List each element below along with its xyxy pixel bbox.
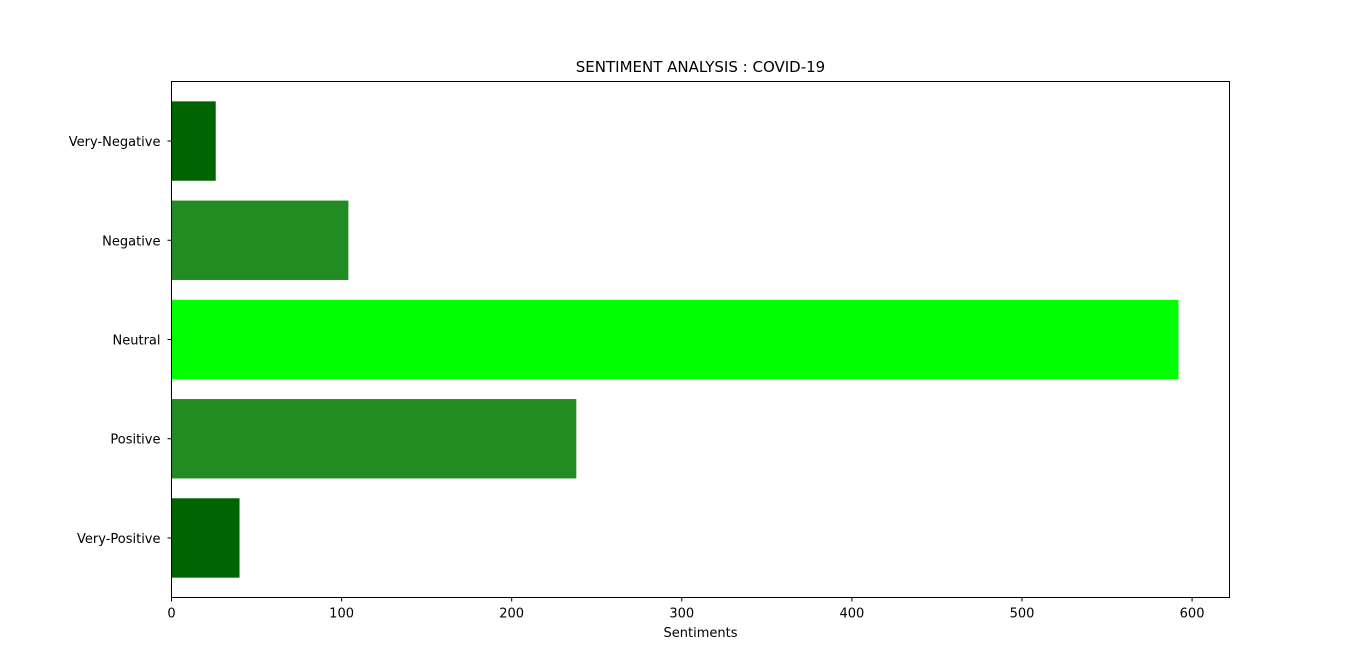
bar-negative	[171, 200, 349, 280]
chart-title: SENTIMENT ANALYSIS : COVID-19	[576, 58, 825, 76]
bars-group	[171, 101, 1179, 578]
x-tick-label: 300	[669, 607, 694, 622]
bar-very-positive	[171, 498, 240, 578]
y-tick-label: Very-Negative	[69, 135, 161, 150]
y-tick-label: Positive	[110, 433, 160, 448]
y-axis-ticks: Very-Positive Positive Neutral Negative Very…	[69, 135, 172, 547]
x-axis-label: Sentiments	[664, 626, 738, 641]
x-tick-label: 400	[839, 607, 864, 622]
x-tick-label: 0	[167, 607, 175, 622]
bar-very-negative	[171, 101, 216, 181]
bar-positive	[171, 399, 577, 479]
y-tick-label: Negative	[102, 234, 160, 249]
plot-frame	[171, 81, 1230, 598]
x-axis-ticks: 0 100 200 300 400 500 600	[167, 597, 1205, 622]
x-tick-label: 600	[1180, 607, 1205, 622]
bar-neutral	[171, 299, 1179, 380]
y-tick-label: Very-Positive	[77, 532, 161, 547]
x-tick-label: 500	[1010, 607, 1035, 622]
y-tick-label: Neutral	[113, 334, 161, 349]
x-tick-label: 200	[499, 607, 524, 622]
x-tick-label: 100	[329, 607, 354, 622]
